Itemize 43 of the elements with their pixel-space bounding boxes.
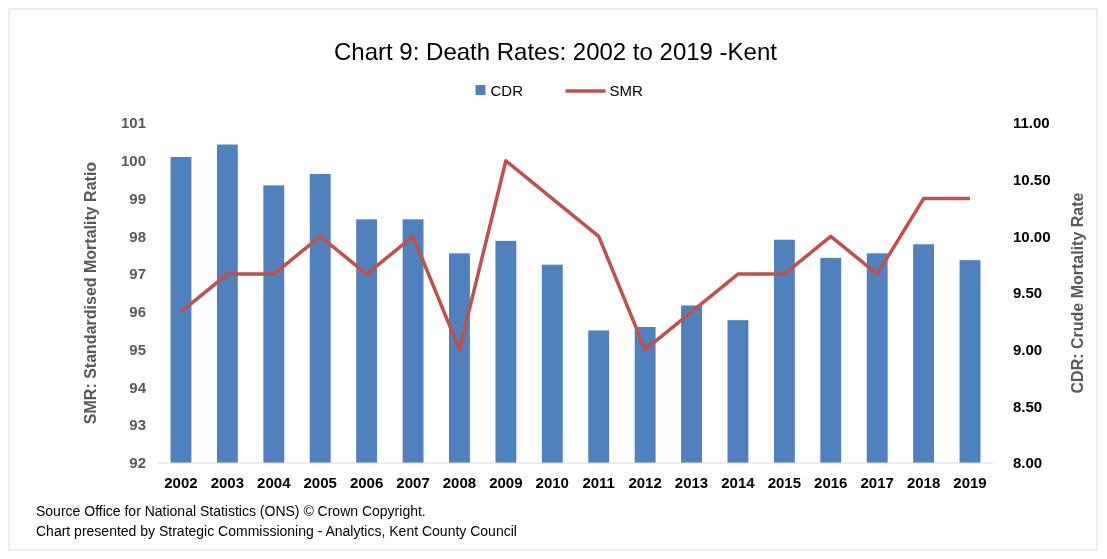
- x-tick-label: 2010: [535, 474, 569, 491]
- x-tick-label: 2017: [860, 474, 894, 491]
- y2-tick-label: 11.00: [1013, 114, 1050, 132]
- x-tick-label: 2019: [953, 474, 987, 491]
- y2-axis-title: CDR: Crude Mortality Rate: [1069, 192, 1086, 394]
- x-tick-label: 2011: [582, 474, 615, 491]
- legend-label: SMR: [609, 82, 643, 100]
- source-note: Source Office for National Statistics (ONS) © Crown Copyright.: [36, 503, 426, 519]
- x-tick-label: 2002: [164, 474, 198, 491]
- y-tick-label: 94: [129, 378, 147, 396]
- y2-tick-label: 10.00: [1013, 227, 1051, 245]
- y2-tick-label: 8.00: [1013, 454, 1043, 472]
- y-axis-title: SMR: Standardised Mortality Ratio: [82, 161, 99, 425]
- y-tick-label: 92: [129, 454, 146, 472]
- x-tick-label: 2004: [257, 474, 292, 491]
- y2-tick-label: 9.00: [1013, 340, 1043, 358]
- y-tick-label: 99: [129, 189, 146, 207]
- x-tick-label: 2009: [489, 474, 523, 491]
- y-tick-label: 97: [129, 265, 146, 283]
- x-tick-label: 2006: [349, 474, 384, 491]
- y-tick-label: 95: [129, 340, 146, 358]
- text: Chart presented by Strategic Commissioning - Analytics, Kent County Council: [36, 523, 517, 539]
- y-tick-label: 100: [120, 152, 146, 170]
- y-tick-label: 93: [129, 416, 146, 434]
- x-tick-label: 2003: [210, 474, 245, 491]
- y-tick-label: 96: [129, 303, 146, 321]
- line-series: [179, 159, 972, 352]
- x-tick-label: 2015: [767, 474, 802, 491]
- y2-tick-label: 9.50: [1013, 284, 1043, 302]
- x-tick-label: 2013: [674, 474, 709, 491]
- x-tick-label: 2008: [442, 474, 477, 491]
- y2-tick-label: 10.50: [1013, 170, 1051, 188]
- y-tick-label: 98: [129, 227, 146, 245]
- y2-tick-label: 8.50: [1013, 397, 1043, 415]
- x-tick-label: 2012: [628, 474, 662, 491]
- x-tick-label: 2016: [814, 474, 848, 491]
- x-tick-label: 2018: [906, 474, 941, 491]
- x-tick-label: 2005: [303, 474, 337, 491]
- legend-label: CDR: [490, 82, 524, 100]
- y-tick-label: 101: [120, 114, 146, 132]
- chart-title: Chart 9: Death Rates: 2002 to 2019 -Kent: [334, 38, 778, 65]
- x-tick-label: 2007: [396, 474, 430, 491]
- x-tick-label: 2014: [721, 474, 756, 491]
